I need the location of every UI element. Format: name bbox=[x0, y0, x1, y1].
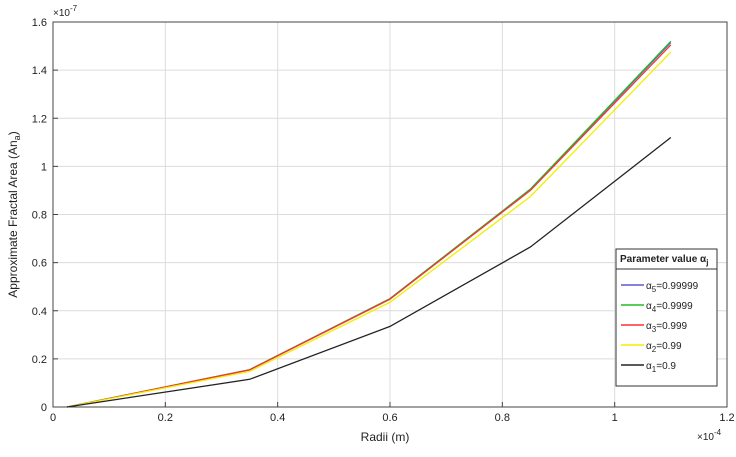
legend-items: α5=0.99999 α4=0.9999 α3=0.999 α2=0.99 α1=0.9 bbox=[621, 281, 699, 374]
legend-label-3: α3=0.999 bbox=[646, 321, 688, 334]
x-tick-label: 1.2 bbox=[719, 412, 734, 424]
series-line-4 bbox=[66, 40, 672, 408]
legend-box bbox=[615, 248, 718, 387]
y-tick-labels: 0 0.2 0.4 0.6 0.8 1 1.2 1.4 1.6 bbox=[32, 17, 58, 414]
legend-label-1: α1=0.9 bbox=[646, 361, 676, 374]
x-tick-label: 0.2 bbox=[158, 412, 173, 424]
y-exponent-label: ×10-7 bbox=[53, 4, 78, 19]
y-tick-label: 1.6 bbox=[32, 17, 47, 29]
legend-title: Parameter value αj bbox=[620, 254, 708, 267]
x-tick-label: 0.6 bbox=[382, 412, 397, 424]
y-tick-label: 0 bbox=[41, 402, 47, 414]
grid bbox=[52, 21, 728, 408]
y-axis-label: Approximate Fractal Area (Ana) bbox=[6, 131, 22, 297]
y-tick-label: 0.2 bbox=[32, 354, 47, 366]
x-exponent-label: ×10-4 bbox=[697, 428, 722, 443]
y-tick-label: 0.4 bbox=[32, 306, 47, 318]
legend-label-2: α2=0.99 bbox=[646, 341, 682, 354]
legend-label-4: α4=0.9999 bbox=[646, 301, 693, 314]
y-tick-label: 1.4 bbox=[32, 65, 47, 77]
x-tick-label: 0.8 bbox=[495, 412, 510, 424]
legend-label-5: α5=0.99999 bbox=[646, 281, 699, 294]
series-layer bbox=[66, 40, 672, 408]
y-tick-label: 0.6 bbox=[32, 258, 47, 270]
series-line-1 bbox=[66, 136, 672, 408]
y-tick-label: 1.2 bbox=[32, 113, 47, 125]
x-tick-labels: 0 0.2 0.4 0.6 0.8 1 1.2 bbox=[50, 402, 735, 424]
series-line-5 bbox=[66, 42, 672, 408]
x-tick-label: 0.4 bbox=[270, 412, 285, 424]
x-tick-label: 1 bbox=[612, 412, 618, 424]
x-tick-label: 0 bbox=[50, 412, 56, 424]
y-tick-label: 1 bbox=[41, 161, 47, 173]
series-line-2 bbox=[66, 51, 672, 408]
y-tick-label: 0.8 bbox=[32, 210, 47, 222]
series-line-3 bbox=[66, 44, 672, 408]
legend: Parameter value αj α5=0.99999 α4=0.9999 α3… bbox=[615, 248, 718, 387]
x-axis-label: Radii (m) bbox=[361, 430, 410, 444]
